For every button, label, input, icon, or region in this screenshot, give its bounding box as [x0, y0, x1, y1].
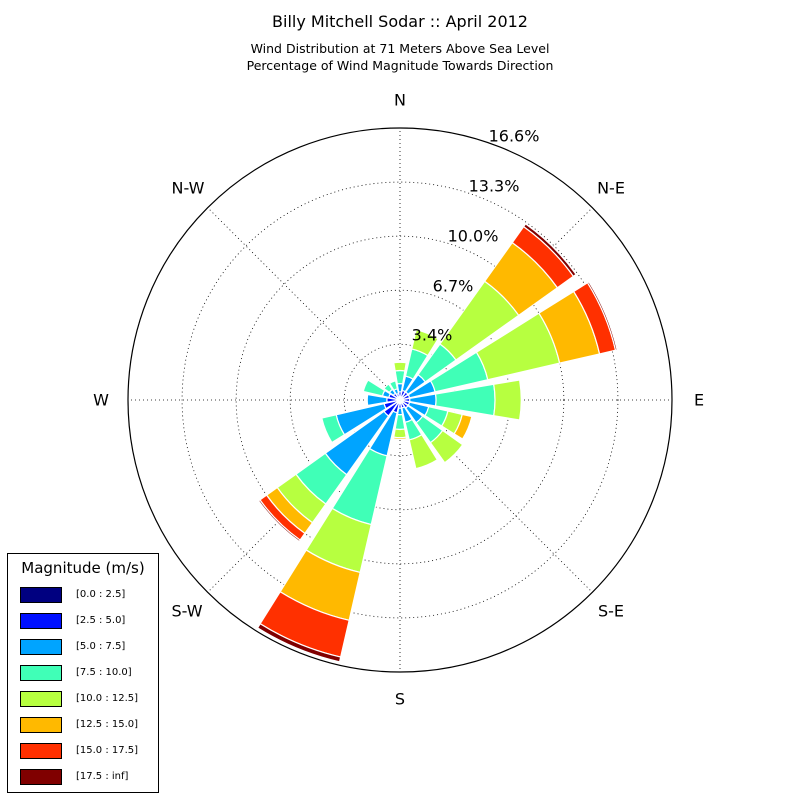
compass-label-e: E	[693, 390, 705, 410]
compass-label-nw: N-W	[171, 178, 205, 198]
wind-bar-segment	[493, 379, 522, 421]
legend-swatch	[20, 639, 62, 655]
wind-bar-segment	[394, 369, 406, 385]
wind-bar-segment	[256, 622, 342, 663]
wind-bar-segment	[366, 393, 388, 407]
grid-circle	[181, 181, 619, 619]
legend-swatch	[20, 665, 62, 681]
radial-label-4: 13.3%	[468, 176, 520, 196]
wind-bar-segment	[393, 428, 407, 439]
legend-swatch	[20, 717, 62, 733]
chart-subtitle-line1: Wind Distribution at 71 Meters Above Sea…	[250, 41, 550, 56]
outer-ring	[127, 127, 673, 673]
grid-spoke	[207, 207, 401, 401]
wind-bar-segment	[586, 281, 618, 351]
legend: Magnitude (m/s) [0.0 : 2.5] [2.5 : 5.0] …	[7, 553, 159, 793]
legend-label: [5.0 : 7.5]	[76, 641, 126, 652]
grid-circle	[235, 235, 565, 565]
wind-bar-segment	[411, 329, 440, 357]
radial-label-1: 3.4%	[411, 325, 453, 345]
wind-bar-segment	[408, 433, 439, 470]
compass-label-sw: S-W	[171, 601, 203, 621]
legend-swatch	[20, 769, 62, 785]
wind-bar-segment	[388, 380, 399, 392]
radial-label-3: 10.0%	[447, 226, 499, 246]
legend-label: [12.5 : 15.0]	[76, 719, 139, 730]
radial-label-5: 16.6%	[488, 126, 540, 146]
chart-title: Billy Mitchell Sodar :: April 2012	[272, 12, 528, 31]
legend-label: [10.0 : 12.5]	[76, 693, 139, 704]
legend-label: [15.0 : 17.5]	[76, 745, 139, 756]
compass-label-ne: N-E	[597, 178, 625, 198]
radial-label-2: 6.7%	[432, 276, 474, 296]
legend-label: [17.5 : inf]	[76, 771, 129, 782]
legend-title: Magnitude (m/s)	[21, 559, 145, 577]
grid-spoke	[399, 399, 593, 593]
wind-bar-segment	[429, 429, 464, 464]
compass-label-se: S-E	[597, 601, 625, 621]
compass-label-s: S	[394, 689, 406, 709]
wind-bar-segment	[453, 413, 473, 440]
compass-label-n: N	[394, 90, 406, 110]
wind-bar-segment	[257, 499, 301, 543]
legend-swatch	[20, 743, 62, 759]
legend-label: [7.5 : 10.0]	[76, 667, 132, 678]
chart-subtitle-line2: Percentage of Wind Magnitude Towards Dir…	[246, 58, 554, 73]
legend-swatch	[20, 613, 62, 629]
wind-bar-segment	[522, 223, 577, 278]
legend-swatch	[20, 691, 62, 707]
wind-bar-segment	[393, 361, 407, 372]
wind-bar-segment	[321, 414, 346, 444]
compass-label-w: W	[93, 390, 109, 410]
legend-label: [0.0 : 2.5]	[76, 589, 126, 600]
wind-bar-segment	[383, 383, 394, 394]
wind-bars	[256, 223, 618, 663]
wind-bar-segment	[362, 379, 386, 397]
wind-bar-segment	[392, 436, 408, 440]
legend-swatch	[20, 587, 62, 603]
legend-label: [2.5 : 5.0]	[76, 615, 126, 626]
